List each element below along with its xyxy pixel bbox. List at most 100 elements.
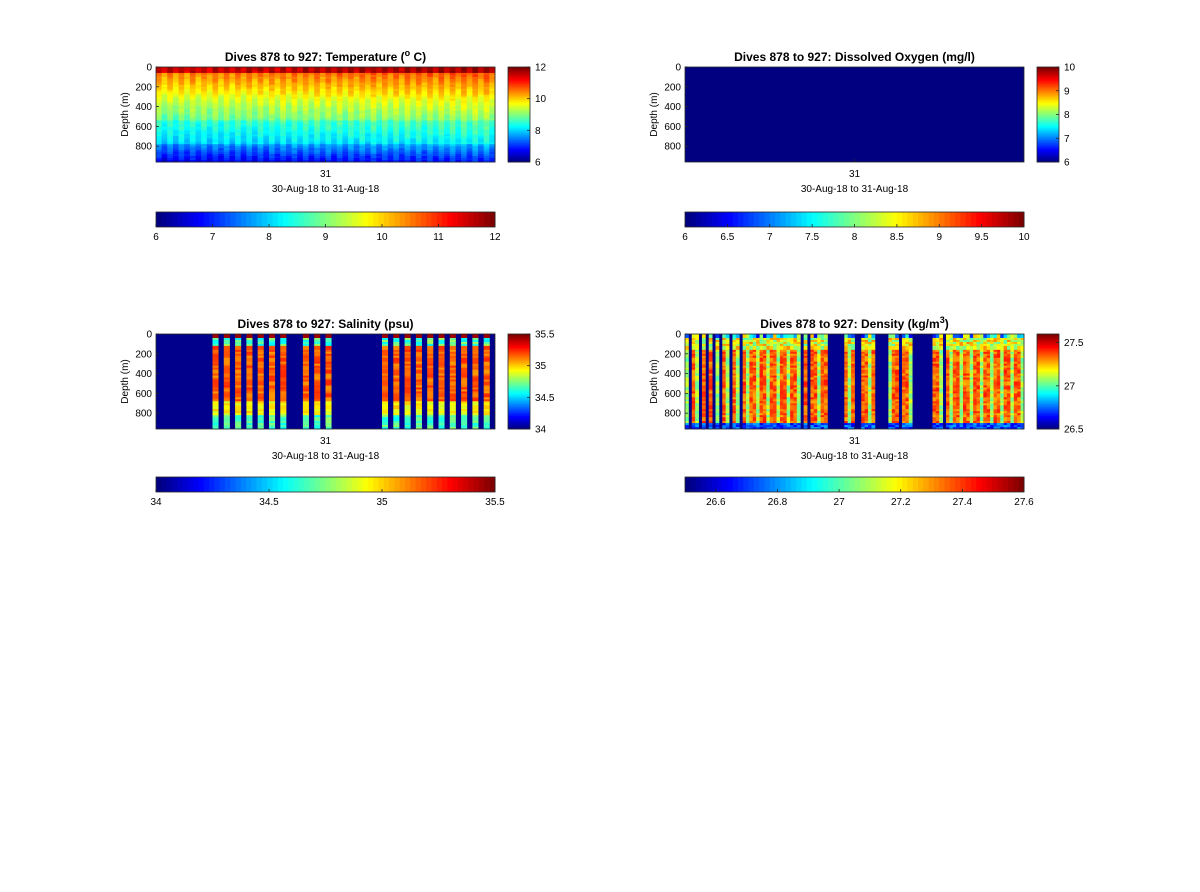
heatmap-cell (314, 98, 321, 102)
heatmap-cell (257, 118, 264, 121)
heatmap-cell (415, 88, 422, 92)
heatmap-cell (427, 353, 434, 357)
heatmap-cell (410, 104, 417, 107)
heatmap-cell (410, 84, 417, 88)
heatmap-cell (297, 158, 304, 161)
colorbar-swatch (1037, 72, 1059, 75)
heatmap-cell (336, 100, 343, 104)
heatmap-cell (319, 124, 326, 127)
heatmap-cell (325, 142, 332, 145)
heatmap-cell (246, 80, 253, 84)
heatmap-cell (421, 136, 428, 139)
heatmap-cell (325, 334, 332, 337)
heatmap-cell (449, 337, 456, 341)
heatmap-cell (708, 353, 713, 357)
colorbar-swatch (330, 477, 337, 492)
heatmap-cell (280, 381, 287, 384)
heatmap-cell (297, 144, 304, 147)
heatmap-cell (752, 341, 757, 345)
heatmap-cell (172, 148, 179, 151)
heatmap-cell (449, 385, 456, 388)
heatmap-cell (427, 154, 434, 157)
heatmap-cell (685, 345, 689, 349)
heatmap-cell (285, 118, 292, 121)
heatmap-cell (398, 124, 405, 127)
heatmap-cell (291, 144, 298, 147)
heatmap-cell (432, 152, 439, 155)
heatmap-cell (223, 413, 230, 416)
colorbar-tick-label: 34.5 (259, 497, 279, 508)
colorbar-swatch (508, 372, 530, 375)
heatmap-cell (701, 361, 706, 365)
colorbar-swatch (732, 212, 739, 227)
heatmap-cell (212, 345, 219, 349)
heatmap-cell (466, 112, 473, 115)
heatmap-cell (156, 72, 163, 76)
heatmap-cell (229, 90, 236, 94)
heatmap-cell (365, 146, 372, 149)
heatmap-cell (189, 102, 196, 106)
heatmap-cell (240, 126, 247, 129)
heatmap-cell (410, 136, 417, 139)
heatmap-cell (235, 417, 242, 420)
heatmap-cell (348, 118, 355, 121)
heatmap-cell (725, 359, 730, 363)
heatmap-cell (722, 427, 727, 430)
heatmap-cell (695, 363, 699, 367)
heatmap-cell (715, 345, 720, 349)
heatmap-cell (449, 419, 456, 422)
heatmap-cell (274, 94, 281, 98)
heatmap-cell (359, 76, 366, 80)
heatmap-cell (478, 136, 485, 139)
heatmap-cell (184, 158, 191, 161)
heatmap-cell (223, 427, 230, 430)
heatmap-cell (735, 345, 740, 349)
heatmap-cell (206, 118, 213, 121)
heatmap-cell (342, 82, 349, 86)
heatmap-cell (240, 152, 247, 155)
heatmap-cell (483, 120, 490, 123)
heatmap-cell (376, 142, 383, 145)
heatmap-cell (708, 407, 713, 410)
heatmap-cell (685, 419, 689, 422)
colorbar-swatch (838, 212, 845, 227)
heatmap-cell (223, 132, 230, 135)
heatmap-cell (252, 124, 259, 127)
heatmap-cell (167, 142, 174, 145)
heatmap-cell (269, 78, 276, 82)
heatmap-cell (449, 92, 456, 96)
heatmap-cell (455, 104, 462, 107)
colorbar-swatch (812, 212, 818, 227)
heatmap-cell (263, 112, 270, 115)
heatmap-cell (483, 74, 490, 78)
heatmap-cell (370, 100, 377, 104)
heatmap-cell (302, 80, 309, 84)
heatmap-cell (161, 142, 168, 145)
colorbar-swatch (351, 212, 358, 227)
y-tick-label: 0 (146, 63, 152, 74)
heatmap-cell (184, 88, 191, 92)
y-tick-label: 400 (135, 369, 152, 380)
heatmap-cell (223, 334, 230, 337)
heatmap-cell (229, 150, 236, 153)
heatmap-cell (201, 67, 208, 70)
heatmap-cell (746, 341, 750, 345)
heatmap-cell (342, 124, 349, 127)
heatmap-cell (483, 387, 490, 390)
y-tick-label: 200 (135, 349, 152, 360)
heatmap-cell (483, 411, 490, 414)
colorbar-swatch (508, 156, 530, 159)
colorbar-swatch (508, 366, 530, 369)
heatmap-cell (438, 357, 445, 361)
heatmap-cell (195, 98, 202, 102)
heatmap-cell (735, 423, 740, 426)
heatmap-cell (449, 387, 456, 390)
heatmap-cell (472, 156, 479, 159)
heatmap-cell (257, 128, 264, 131)
heatmap-cell (353, 86, 360, 90)
heatmap-cell (722, 355, 727, 359)
heatmap-cell (246, 140, 253, 143)
colorbar-swatch (1018, 212, 1025, 227)
heatmap-cell (415, 369, 422, 373)
heatmap-cell (382, 148, 389, 151)
